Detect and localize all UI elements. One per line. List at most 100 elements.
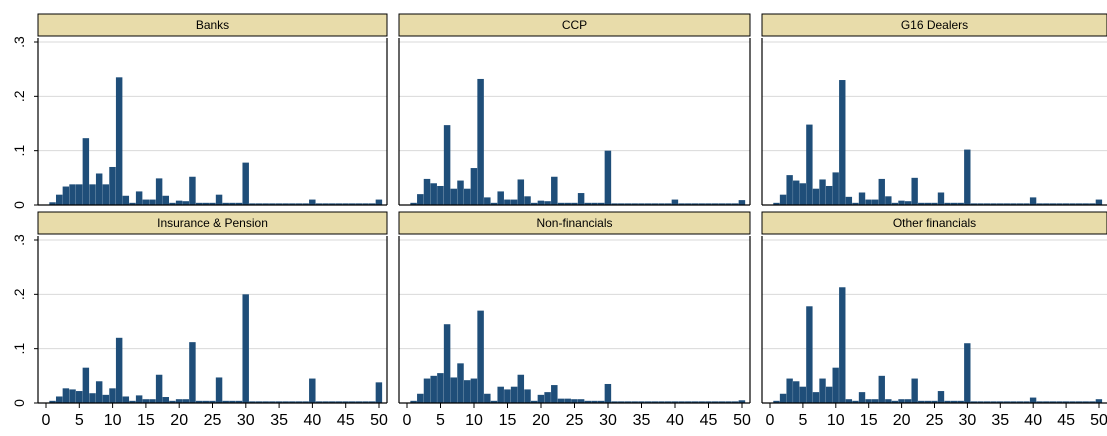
- panel-1: Banks 0 .1 .2 .3: [11, 13, 388, 209]
- bar: [705, 203, 712, 205]
- bar: [924, 400, 932, 403]
- bar: [1062, 203, 1070, 205]
- y-tick-label: .2: [11, 288, 27, 300]
- bar: [215, 194, 223, 205]
- plot-area: [38, 38, 387, 205]
- bar: [262, 203, 269, 205]
- x-tick-label: 45: [700, 412, 718, 429]
- y-tick-label: 0: [11, 399, 27, 407]
- bar: [1010, 401, 1017, 403]
- bar: [175, 200, 183, 205]
- x-tick-label: 20: [532, 412, 550, 429]
- bar: [725, 203, 732, 205]
- bar: [195, 400, 203, 403]
- bar: [537, 394, 545, 403]
- bar: [871, 199, 879, 205]
- bar: [812, 188, 820, 205]
- panel-6: Other financials 0 5 10 15 20 25 30 35 40 45 50: [761, 211, 1107, 429]
- bar: [517, 179, 525, 205]
- bar: [89, 184, 96, 205]
- bar: [517, 374, 525, 403]
- bar: [1075, 401, 1083, 403]
- x-tick-label: 5: [798, 412, 807, 429]
- bar: [490, 400, 498, 403]
- bar: [997, 203, 1004, 205]
- bar: [417, 194, 424, 205]
- x-tick-label: 15: [499, 412, 517, 429]
- bar: [430, 375, 437, 403]
- bar: [983, 203, 991, 205]
- bar: [109, 388, 116, 403]
- bar: [1056, 401, 1063, 403]
- bar: [664, 203, 672, 205]
- y-tick-label: .2: [11, 90, 27, 102]
- bar: [309, 199, 316, 205]
- bar: [885, 196, 892, 205]
- bar: [618, 203, 625, 205]
- x-tick-label: 50: [1090, 412, 1107, 429]
- bar: [122, 195, 130, 205]
- bar: [109, 166, 116, 205]
- bar: [1043, 401, 1050, 403]
- bar: [95, 381, 103, 403]
- bar: [904, 399, 912, 403]
- x-tick-label: 25: [566, 412, 584, 429]
- bar: [282, 401, 289, 403]
- bar: [950, 400, 958, 403]
- bar: [1016, 401, 1024, 403]
- bar: [122, 396, 130, 403]
- bar: [182, 399, 189, 403]
- bar: [329, 401, 336, 403]
- bar: [644, 401, 652, 403]
- bar: [477, 310, 484, 403]
- bar: [611, 401, 618, 403]
- bar: [149, 199, 156, 205]
- bar: [931, 202, 938, 205]
- bar: [302, 203, 309, 205]
- bar: [1082, 203, 1089, 205]
- bar: [918, 202, 925, 205]
- bar: [329, 203, 336, 205]
- bar: [718, 401, 726, 403]
- x-tick-label: 35: [991, 412, 1009, 429]
- bar: [832, 367, 839, 403]
- bar: [793, 381, 800, 403]
- bar: [812, 392, 820, 403]
- bar: [289, 203, 296, 205]
- bar: [195, 202, 203, 205]
- bar: [671, 401, 679, 403]
- bar: [977, 203, 984, 205]
- bar: [983, 401, 991, 403]
- bar: [255, 203, 263, 205]
- bar: [55, 194, 63, 205]
- bar: [651, 203, 659, 205]
- bar: [255, 401, 263, 403]
- bar: [155, 178, 163, 205]
- bar: [129, 400, 136, 403]
- x-tick-label: 5: [75, 412, 84, 429]
- bar: [664, 401, 672, 403]
- y-tick-label: .1: [11, 145, 27, 157]
- bar: [1016, 203, 1024, 205]
- bar: [871, 399, 879, 403]
- bar: [222, 400, 229, 403]
- bar: [711, 203, 719, 205]
- bar: [1023, 203, 1030, 205]
- bar: [349, 203, 356, 205]
- bar: [698, 401, 705, 403]
- bar: [678, 203, 685, 205]
- bar: [209, 202, 216, 205]
- bar: [997, 401, 1004, 403]
- bar: [209, 400, 216, 403]
- bar: [463, 380, 471, 403]
- bar: [858, 392, 866, 403]
- bar: [362, 203, 369, 205]
- panel-title-strip: [37, 211, 388, 235]
- bar: [175, 399, 183, 403]
- bar: [335, 401, 343, 403]
- bar: [738, 200, 746, 205]
- bar: [819, 378, 826, 403]
- bar: [638, 203, 645, 205]
- bar: [95, 173, 103, 205]
